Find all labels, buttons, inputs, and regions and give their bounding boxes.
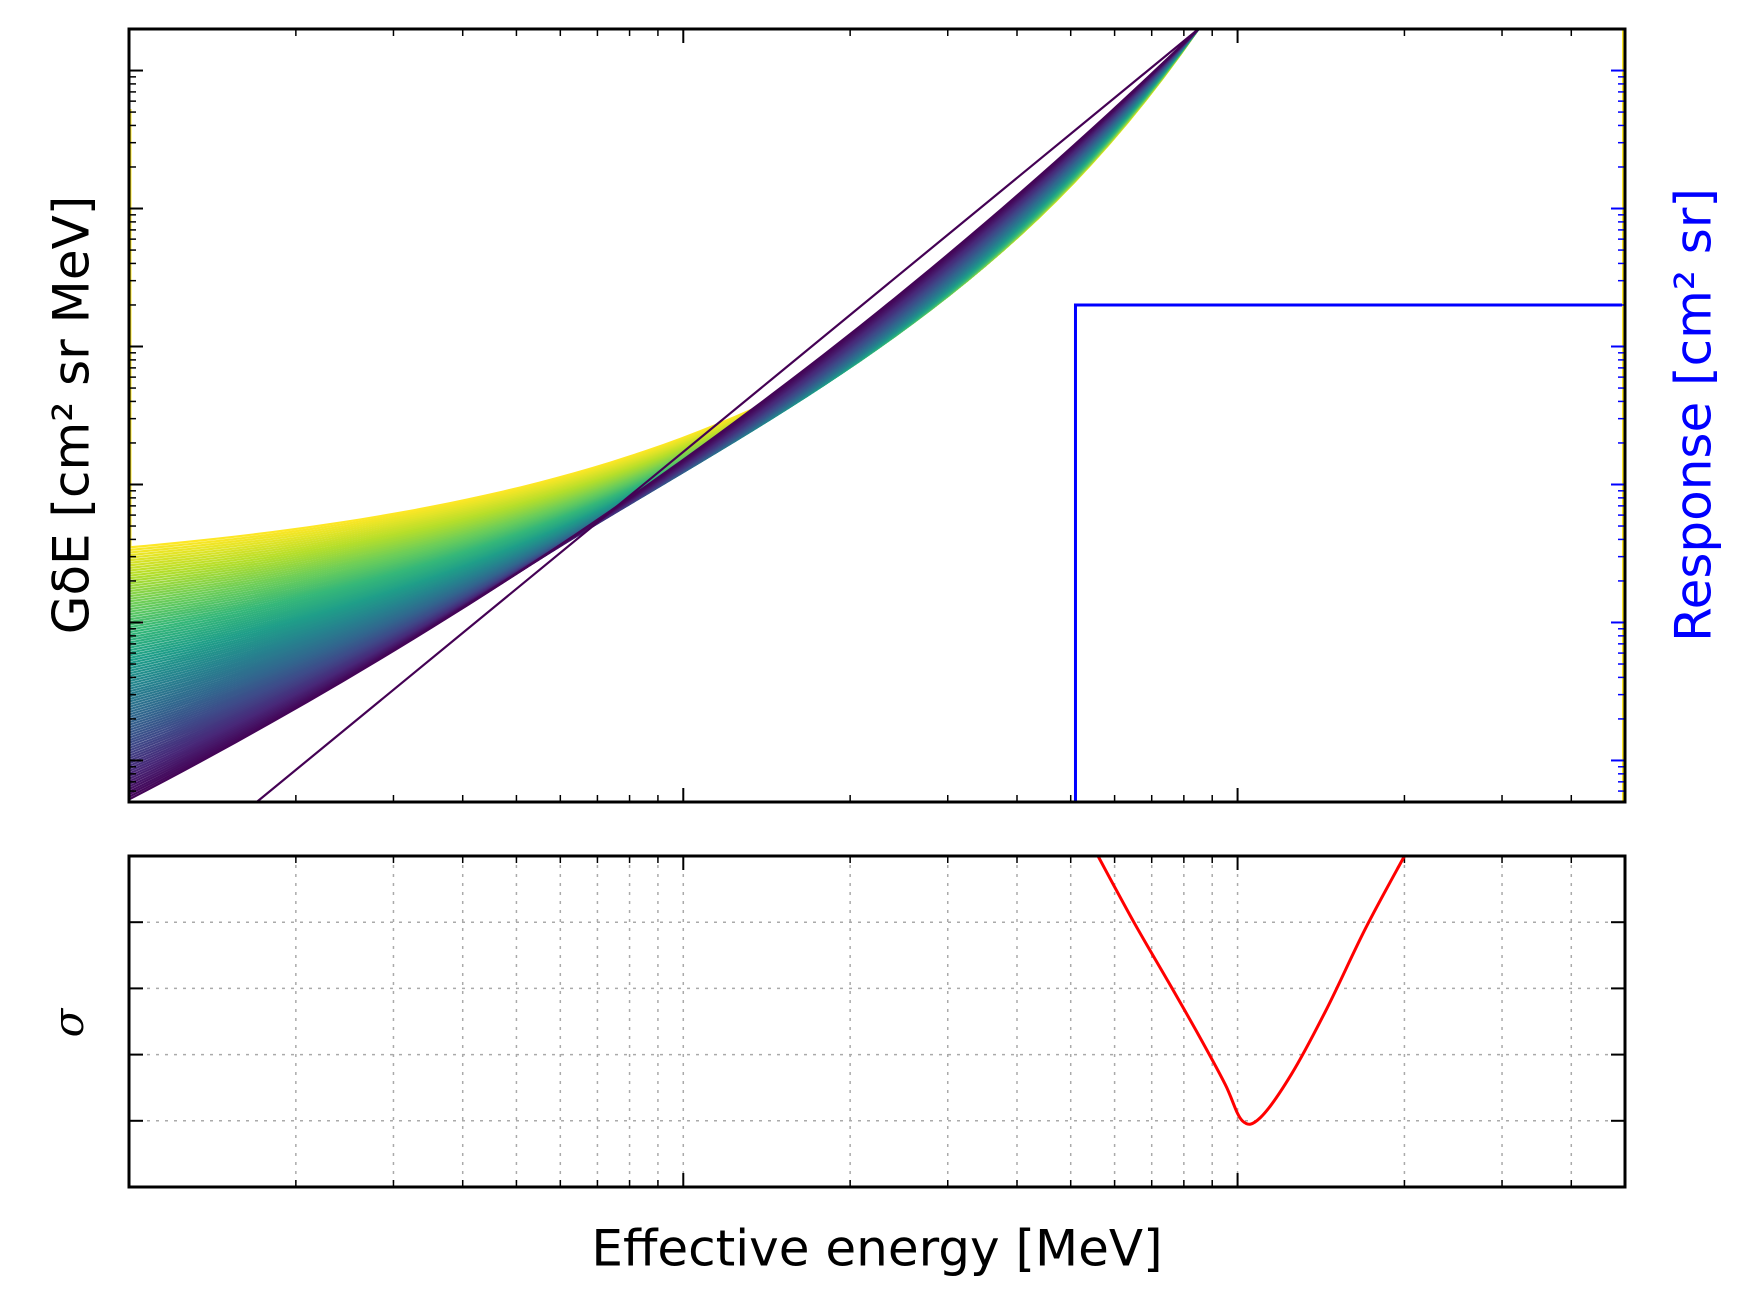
gde-curve-88: [129, 29, 1200, 577]
gde-curve-89: [129, 29, 1200, 575]
top-panel: [127, 27, 1627, 804]
gde-curve-86: [129, 29, 1200, 582]
response-step-line: [1073, 303, 1625, 802]
x-axis-label: Effective energy [MeV]: [591, 1220, 1162, 1278]
gde-curve-87: [129, 29, 1200, 580]
y-axis-label-right: Response [cm² sr]: [1665, 188, 1723, 642]
top-axes-frame: [127, 27, 1627, 804]
sigma-curve: [1096, 856, 1406, 1126]
gde-curve-91: [129, 29, 1200, 570]
gde-curve-77: [129, 29, 1200, 606]
gde-curve-85: [129, 29, 1200, 585]
y-axis-label-left: GδE [cm² sr MeV]: [43, 196, 101, 635]
y-axis-label-sigma: σ: [44, 1007, 93, 1037]
gde-curve-80: [129, 29, 1200, 598]
gde-curve-84: [129, 29, 1200, 588]
gde-curve-75: [129, 29, 1200, 611]
bottom-grid: [129, 856, 1625, 1187]
gde-curve-78: [129, 29, 1200, 603]
gde-curve-73: [129, 29, 1200, 616]
gde-curve-0: [256, 29, 1200, 802]
gde-curve-79: [129, 29, 1200, 600]
gde-curve-83: [129, 29, 1200, 590]
gde-curve-72: [129, 29, 1200, 618]
gde-curve-81: [129, 29, 1200, 595]
gde-curve-82: [129, 29, 1200, 593]
gde-curves: [129, 29, 1200, 802]
gde-curve-1: [129, 29, 1200, 801]
gde-curve-74: [129, 29, 1200, 613]
bottom-panel: [127, 854, 1627, 1189]
gde-curve-90: [129, 29, 1200, 572]
bottom-axes-frame: [127, 854, 1627, 1189]
gde-curve-76: [129, 29, 1200, 608]
